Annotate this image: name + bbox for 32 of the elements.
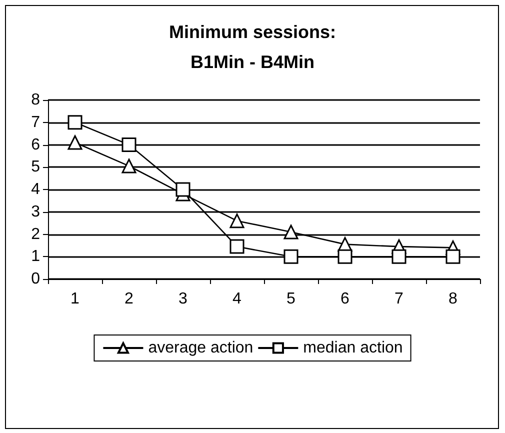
point [284, 224, 298, 240]
point [230, 214, 244, 228]
y-tick-label: 3 [31, 203, 40, 220]
x-tick-label: 6 [340, 290, 350, 308]
y-tick-label: 7 [31, 114, 40, 131]
y-tick-label: 5 [31, 158, 40, 176]
y-tick-label: 8 [31, 92, 40, 108]
y-tick-label: 2 [31, 226, 40, 243]
point [446, 249, 460, 264]
x-tick-label: 8 [448, 290, 458, 308]
y-tick-label: 4 [31, 181, 40, 198]
y-tick-label: 0 [31, 270, 40, 288]
point [68, 115, 82, 130]
legend-label: average action [148, 340, 254, 356]
point [230, 239, 244, 254]
point [176, 182, 190, 197]
chart-title: Minimum sessions: B1Min - B4Min [168, 22, 336, 72]
x-tick-label: 7 [394, 290, 404, 308]
point [284, 249, 298, 264]
x-tick-label: 3 [178, 290, 188, 308]
x-tick-label: 2 [124, 290, 134, 308]
point [68, 135, 82, 150]
legend-label: median action [303, 340, 403, 356]
x-tick-label: 4 [232, 290, 242, 308]
point [122, 158, 136, 174]
x-tick-label: 1 [70, 290, 80, 308]
point [122, 138, 136, 152]
point [338, 249, 352, 264]
point [392, 249, 406, 264]
y-tick-label: 1 [31, 248, 40, 266]
x-tick-label: 5 [286, 290, 296, 308]
y-tick-label: 6 [31, 136, 40, 154]
